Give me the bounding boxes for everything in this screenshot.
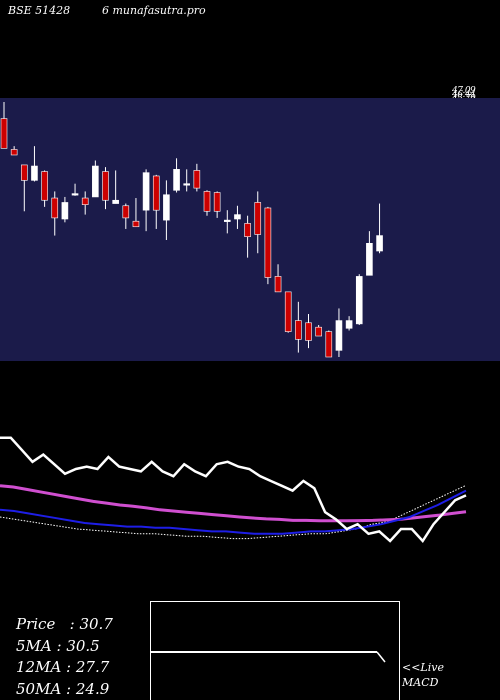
candle-body — [335, 320, 343, 351]
candle-body — [92, 165, 99, 198]
price-info: Price : 30.7 — [16, 615, 113, 633]
blue-ma-line — [0, 489, 467, 535]
candle — [173, 158, 180, 193]
macd-signal-tick — [376, 651, 386, 663]
candle-body — [213, 192, 221, 212]
candle-body — [112, 199, 119, 204]
ma5-info: 5MA : 30.5 — [16, 636, 100, 655]
candle-body — [20, 164, 28, 181]
magenta-ma-line — [0, 484, 467, 523]
candle — [224, 210, 231, 234]
candle-body — [264, 207, 272, 278]
candle — [152, 174, 160, 229]
candle-body — [345, 320, 353, 329]
candle-body — [152, 175, 160, 211]
candle — [305, 313, 312, 349]
candle — [335, 308, 343, 357]
candle — [41, 170, 48, 207]
candle — [203, 190, 211, 216]
candle — [193, 163, 201, 192]
candle — [376, 203, 383, 254]
candle-body — [183, 183, 190, 186]
candle-body — [61, 202, 69, 220]
candle — [61, 196, 69, 223]
candle-body — [295, 320, 302, 340]
price-label-2: 46.44 — [452, 90, 476, 100]
candle — [295, 301, 302, 353]
candle — [274, 264, 282, 293]
macd-label-line1: <<Live — [402, 661, 444, 674]
candle-body — [284, 291, 292, 332]
candle-body — [305, 322, 312, 341]
dotted-line — [0, 485, 466, 540]
candle-body — [325, 331, 333, 358]
candle-body — [51, 197, 59, 219]
candle — [355, 274, 363, 325]
info-block: Price : 30.7 5MA : 30.5 12MA : 27.7 50MA… — [16, 614, 113, 700]
candle — [31, 146, 38, 182]
candle — [345, 316, 353, 331]
candle — [366, 231, 373, 276]
candle-body — [122, 205, 130, 219]
candlestick-chart — [0, 102, 383, 358]
candle-body — [31, 165, 38, 181]
candle — [102, 167, 109, 210]
candle — [81, 191, 89, 215]
macd-label-line2: MACD — [402, 676, 439, 689]
candle-body — [355, 276, 363, 325]
candle-body — [366, 242, 373, 276]
candle-body — [102, 171, 109, 201]
candle-body — [41, 171, 48, 201]
candle — [284, 291, 292, 333]
stock-code: BSE 51428 — [8, 4, 71, 17]
candle-body — [315, 326, 322, 337]
candle-body — [0, 118, 8, 149]
rsi-line — [0, 436, 467, 544]
candle-body — [71, 193, 79, 196]
candle — [315, 324, 322, 337]
candle — [325, 330, 333, 358]
candle-body — [234, 214, 241, 220]
candle — [234, 205, 241, 229]
candle — [0, 102, 8, 149]
candle-body — [244, 223, 251, 237]
candle-body — [10, 149, 18, 156]
candle-body — [193, 170, 201, 189]
macd-box — [150, 601, 400, 700]
candle-body — [254, 202, 262, 235]
candle — [183, 169, 190, 192]
candle-body — [274, 276, 282, 293]
candle — [20, 164, 28, 212]
candle-body — [203, 191, 211, 212]
candle — [71, 183, 79, 196]
candle — [254, 191, 262, 254]
ma12-info: 12MA : 27.7 — [16, 658, 110, 676]
candle — [132, 198, 140, 228]
candle — [51, 191, 59, 236]
candle — [264, 206, 272, 285]
candle — [122, 203, 130, 229]
macd-label: <<Live MACD — [402, 660, 444, 690]
candle — [213, 191, 221, 218]
candle — [112, 170, 119, 204]
candle-body — [173, 169, 180, 191]
candle-body — [224, 219, 231, 222]
candle-body — [142, 172, 150, 211]
candle-body — [132, 220, 140, 228]
candle — [10, 146, 18, 156]
price-label-1: 47.09 — [452, 86, 476, 96]
candle-body — [163, 194, 170, 221]
ma50-info: 50MA : 24.9 — [16, 679, 110, 698]
candle — [244, 215, 251, 258]
candle-body — [81, 197, 89, 205]
candle-body — [376, 235, 383, 252]
indicator-chart — [0, 436, 467, 544]
macd-chart — [151, 651, 386, 663]
candle — [142, 169, 150, 232]
site-name: 6 munafasutra.pro — [102, 4, 206, 17]
candle — [163, 180, 170, 240]
candle — [92, 160, 99, 198]
